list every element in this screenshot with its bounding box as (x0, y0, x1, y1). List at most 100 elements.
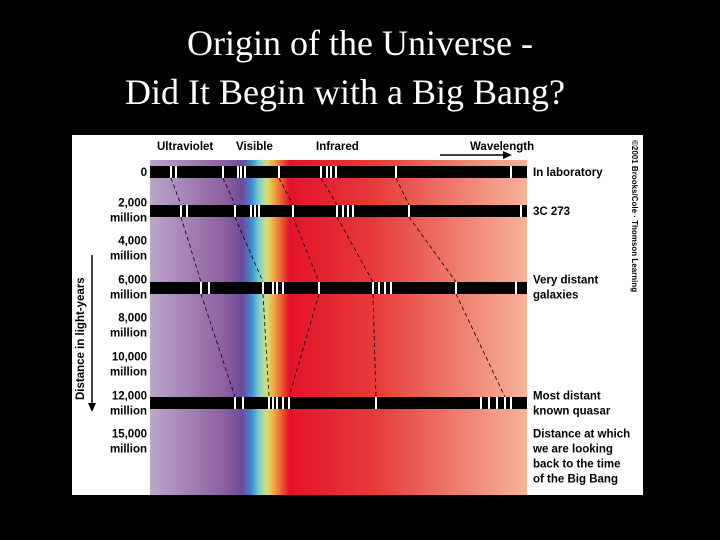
distance-label: 10,000 (112, 352, 147, 364)
distance-label: million (110, 213, 147, 225)
distance-label: million (110, 406, 147, 418)
credit: ©2001 Brooks/Cole · Thomson Learning (630, 140, 639, 292)
distance-label: 6,000 (118, 275, 147, 287)
spectral-line (390, 282, 392, 294)
distance-label: 8,000 (118, 313, 147, 325)
spectral-line (395, 166, 397, 178)
spectral-line (320, 166, 322, 178)
band-label: Visible (236, 141, 273, 153)
spectral-line (488, 397, 490, 409)
spectral-line (480, 397, 482, 409)
spectral-line (234, 205, 236, 217)
spectral-line (200, 282, 202, 294)
right-label: we are looking (532, 444, 613, 456)
spectral-line (408, 205, 410, 217)
spectral-line (510, 397, 512, 409)
spectral-line (244, 166, 246, 178)
spectral-line (240, 166, 242, 178)
right-label: galaxies (533, 290, 578, 302)
right-label: In laboratory (533, 167, 603, 179)
band-label: Wavelength (470, 141, 534, 153)
spectrum-bar (150, 397, 527, 409)
arrow-head (88, 403, 96, 412)
band-label: Infrared (316, 141, 359, 153)
shift-line (372, 293, 377, 398)
spectral-line (272, 282, 274, 294)
distance-label: million (110, 290, 147, 302)
right-label: back to the time (533, 459, 621, 471)
spectral-line (384, 282, 386, 294)
right-label: 3C 273 (533, 206, 570, 218)
shift-line (395, 177, 410, 206)
distance-label: million (110, 444, 147, 456)
shift-line (234, 216, 264, 283)
spectral-line (347, 205, 349, 217)
spectral-line (242, 397, 244, 409)
spectral-line (318, 282, 320, 294)
spectral-line (170, 166, 172, 178)
shift-line (170, 177, 182, 206)
spectral-line (504, 397, 506, 409)
shift-line (278, 177, 294, 206)
spectrum-bar (150, 205, 527, 217)
shift-line (320, 177, 338, 206)
spectral-line (175, 166, 177, 178)
spectral-line (282, 397, 284, 409)
spectral-line (250, 205, 252, 217)
spectral-line (336, 205, 338, 217)
spectral-line (372, 282, 374, 294)
shift-line (408, 216, 457, 283)
spectral-line (342, 205, 344, 217)
spectral-line (262, 282, 264, 294)
distance-label: million (110, 251, 147, 263)
spectral-line (510, 166, 512, 178)
spectral-line (375, 397, 377, 409)
title-line: Did It Begin with a Big Bang? (125, 72, 565, 112)
shift-line (336, 216, 374, 283)
distance-label: million (110, 328, 147, 340)
shift-line (180, 216, 202, 283)
right-label: Distance at which (533, 429, 630, 441)
spectral-line (276, 282, 278, 294)
spectral-line (208, 282, 210, 294)
spectral-line (515, 282, 517, 294)
shift-line (262, 293, 270, 398)
spectral-line (455, 282, 457, 294)
distance-label: 12,000 (112, 391, 147, 403)
spectrum-bar (150, 282, 527, 294)
right-label: known quasar (533, 406, 611, 418)
spectral-line (352, 205, 354, 217)
distance-label: 2,000 (118, 198, 147, 210)
spectral-line (254, 205, 256, 217)
spectral-line (292, 205, 294, 217)
spectral-line (282, 282, 284, 294)
spectral-line (234, 397, 236, 409)
shift-line (222, 177, 236, 206)
spectral-line (276, 397, 278, 409)
right-label: Most distant (533, 391, 601, 403)
distance-label: million (110, 367, 147, 379)
shift-line (455, 293, 506, 398)
spectral-line (186, 205, 188, 217)
spectral-line (326, 166, 328, 178)
spectral-line (222, 166, 224, 178)
axis-title: Distance in light-years (75, 277, 87, 400)
spectrum-bar (150, 166, 527, 178)
spectral-line (272, 397, 274, 409)
spectral-line (278, 166, 280, 178)
spectral-line (496, 397, 498, 409)
band-label: Ultraviolet (157, 141, 213, 153)
distance-label: 0 (141, 167, 147, 179)
spectral-line (378, 282, 380, 294)
diagram: Ultraviolet Visible Infrared Wavelength Dist… (75, 140, 639, 486)
spectral-line (520, 205, 522, 217)
right-label: Very distant (533, 275, 598, 287)
spectral-line (335, 166, 337, 178)
spectral-line (237, 166, 239, 178)
spectral-line (330, 166, 332, 178)
distance-label: 15,000 (112, 429, 147, 441)
spectral-line (258, 205, 260, 217)
spectral-line (180, 205, 182, 217)
arrow-head (503, 151, 512, 159)
